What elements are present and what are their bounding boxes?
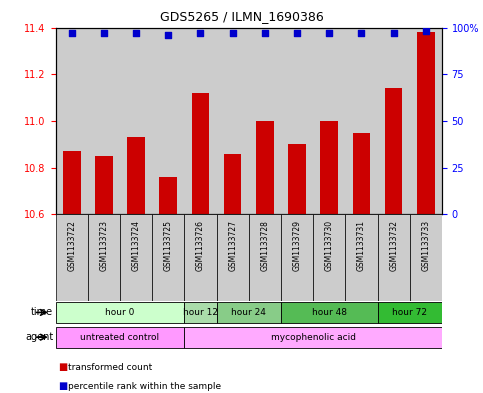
Bar — [56, 214, 88, 301]
Bar — [56, 327, 185, 348]
Text: hour 0: hour 0 — [105, 308, 135, 317]
Bar — [127, 137, 145, 214]
Point — [164, 32, 172, 38]
Bar — [159, 177, 177, 214]
Text: GSM1133723: GSM1133723 — [99, 220, 108, 271]
Bar — [313, 28, 345, 214]
Bar — [95, 156, 113, 214]
Bar — [63, 151, 81, 214]
Point — [390, 30, 398, 36]
Bar — [152, 214, 185, 301]
Text: GSM1133725: GSM1133725 — [164, 220, 173, 271]
Point — [326, 30, 333, 36]
Bar — [385, 88, 402, 214]
Text: untreated control: untreated control — [80, 333, 159, 342]
Bar — [224, 154, 242, 214]
Bar — [185, 214, 216, 301]
Text: mycophenolic acid: mycophenolic acid — [270, 333, 355, 342]
Bar — [249, 214, 281, 301]
Bar — [56, 28, 88, 214]
Text: ■: ■ — [58, 362, 67, 373]
Bar — [185, 302, 216, 323]
Bar — [281, 28, 313, 214]
Bar — [288, 144, 306, 214]
Bar — [192, 93, 209, 214]
Bar — [216, 214, 249, 301]
Text: time: time — [31, 307, 53, 318]
Text: agent: agent — [25, 332, 53, 342]
Bar — [256, 121, 274, 214]
Text: percentile rank within the sample: percentile rank within the sample — [68, 382, 221, 391]
Point — [422, 28, 430, 35]
Bar — [417, 32, 435, 214]
Text: GSM1133728: GSM1133728 — [260, 220, 270, 271]
Bar — [378, 28, 410, 214]
Bar — [410, 28, 442, 214]
Text: GSM1133726: GSM1133726 — [196, 220, 205, 271]
Bar — [281, 302, 378, 323]
Bar — [281, 214, 313, 301]
Text: GSM1133724: GSM1133724 — [131, 220, 141, 271]
Text: hour 72: hour 72 — [392, 308, 427, 317]
Bar — [410, 214, 442, 301]
Text: GSM1133731: GSM1133731 — [357, 220, 366, 271]
Bar — [88, 28, 120, 214]
Bar — [185, 28, 216, 214]
Bar — [378, 302, 442, 323]
Bar — [313, 214, 345, 301]
Text: GSM1133732: GSM1133732 — [389, 220, 398, 271]
Bar — [320, 121, 338, 214]
Bar — [120, 214, 152, 301]
Bar — [345, 214, 378, 301]
Bar — [249, 28, 281, 214]
Bar — [152, 28, 185, 214]
Text: hour 48: hour 48 — [312, 308, 347, 317]
Point — [229, 30, 237, 36]
Text: ■: ■ — [58, 381, 67, 391]
Bar — [88, 214, 120, 301]
Text: GSM1133730: GSM1133730 — [325, 220, 334, 271]
Text: GSM1133733: GSM1133733 — [421, 220, 430, 271]
Text: GSM1133729: GSM1133729 — [293, 220, 301, 271]
Point — [357, 30, 365, 36]
Bar — [216, 28, 249, 214]
Point — [68, 30, 75, 36]
Bar — [56, 302, 185, 323]
Text: hour 24: hour 24 — [231, 308, 266, 317]
Bar — [345, 28, 378, 214]
Bar — [353, 132, 370, 214]
Point — [132, 30, 140, 36]
Bar — [120, 28, 152, 214]
Text: GSM1133722: GSM1133722 — [67, 220, 76, 271]
Bar — [185, 327, 442, 348]
Text: GDS5265 / ILMN_1690386: GDS5265 / ILMN_1690386 — [159, 10, 324, 23]
Point — [100, 30, 108, 36]
Point — [293, 30, 301, 36]
Text: hour 12: hour 12 — [183, 308, 218, 317]
Text: GSM1133727: GSM1133727 — [228, 220, 237, 271]
Point — [197, 30, 204, 36]
Point — [261, 30, 269, 36]
Bar — [378, 214, 410, 301]
Bar — [216, 302, 281, 323]
Text: transformed count: transformed count — [68, 363, 152, 372]
